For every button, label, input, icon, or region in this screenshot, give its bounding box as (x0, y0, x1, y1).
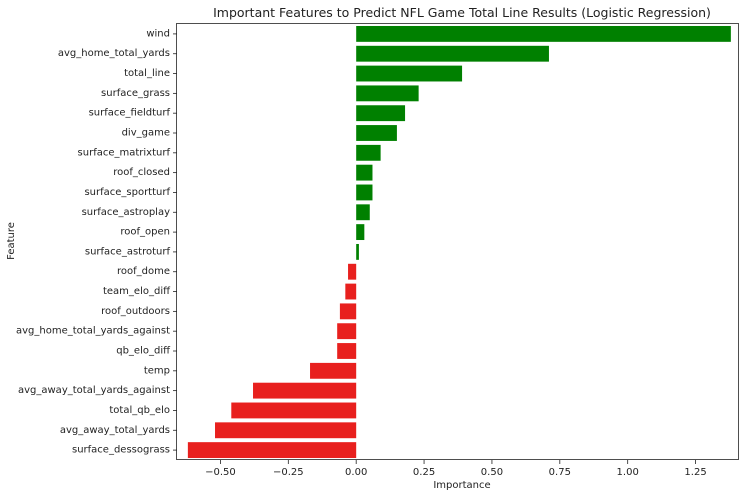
y-tick-label: avg_home_total_yards (58, 48, 170, 59)
bar-total-line (356, 65, 463, 82)
y-tick-label: temp (144, 365, 170, 376)
bar-surface-dessograss (187, 442, 357, 459)
x-tick-label: 0.50 (481, 467, 503, 478)
y-tick-label: div_game (122, 128, 170, 139)
y-tick-label: wind (146, 28, 170, 39)
y-tick-label: total_line (124, 68, 170, 79)
bar-surface-astroturf (356, 243, 359, 260)
y-tick-label: surface_sportturf (84, 187, 170, 198)
bar-surface-fieldturf (356, 105, 406, 122)
y-tick-label: surface_grass (101, 88, 170, 99)
x-tick-label: 0.75 (549, 467, 571, 478)
bar-qb-elo-diff (337, 343, 357, 359)
y-tick-label: surface_astroturf (85, 246, 171, 257)
y-tick-label: total_qb_elo (109, 405, 170, 416)
y-tick-label: avg_home_total_yards_against (16, 326, 170, 337)
bar-team-elo-diff (345, 283, 357, 300)
y-tick-label: surface_dessograss (72, 445, 170, 456)
bar-div-game (356, 125, 397, 141)
bar-roof-dome (348, 263, 357, 280)
bar-roof-open (356, 224, 365, 241)
y-tick-label: surface_fieldturf (89, 108, 171, 119)
y-tick-label: avg_away_total_yards_against (18, 385, 170, 396)
x-axis-label: Importance (433, 480, 490, 491)
bar-surface-grass (356, 85, 419, 102)
bar-avg-away-total-yards (215, 422, 357, 439)
y-tick-label: roof_dome (117, 266, 170, 277)
y-tick-label: surface_matrixturf (78, 147, 171, 158)
bar-surface-astroplay (356, 204, 370, 221)
y-tick-label: roof_outdoors (101, 306, 170, 317)
y-tick-label: qb_elo_diff (116, 346, 171, 357)
x-tick-label: 0.25 (413, 467, 435, 478)
bar-total-qb-elo (231, 402, 357, 419)
x-tick-labels: −0.50 −0.25 0.00 0.25 0.50 0.75 1.00 1.25 (205, 460, 707, 478)
chart-title: Important Features to Predict NFL Game T… (213, 5, 711, 20)
bar-surface-sportturf (356, 184, 373, 201)
x-tick-label: −0.25 (273, 467, 304, 478)
bar-avg-home-total-yards (356, 45, 549, 62)
bar-roof-outdoors (339, 303, 357, 320)
x-tick-label: 0.00 (345, 467, 367, 478)
y-tick-label: surface_astroplay (82, 207, 170, 218)
plot-frame (176, 23, 739, 460)
y-tick-label: team_elo_diff (103, 286, 171, 297)
bar-avg-away-total-yards-against (253, 382, 357, 399)
y-tick-labels: wind avg_home_total_yards total_linesurfac… (16, 28, 177, 456)
y-axis-label: Feature (6, 222, 17, 260)
y-tick-label: roof_open (120, 227, 170, 238)
y-tick-label: avg_away_total_yards (60, 425, 170, 436)
bar-surface-matrixturf (356, 144, 381, 161)
y-tick-label: roof_closed (113, 167, 170, 178)
x-tick-label: 1.00 (617, 467, 639, 478)
bar-temp (310, 362, 357, 379)
bar-wind (356, 25, 731, 42)
bar-roof-closed (356, 164, 373, 181)
bars-group (187, 25, 731, 459)
bar-avg-home-total-yards-against (337, 323, 357, 340)
x-tick-label: 1.25 (684, 467, 706, 478)
x-tick-label: −0.50 (205, 467, 236, 478)
